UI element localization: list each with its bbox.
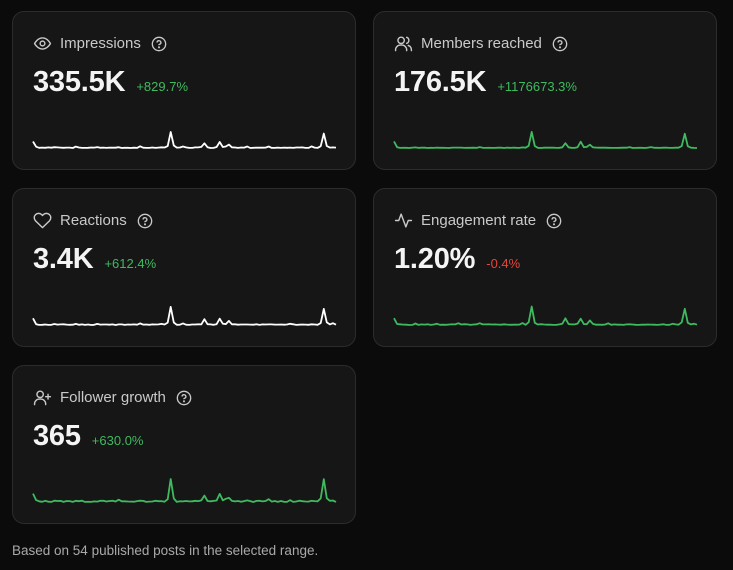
card-title: Reactions bbox=[60, 212, 127, 229]
help-circle-icon[interactable] bbox=[176, 390, 192, 406]
help-circle-icon[interactable] bbox=[151, 36, 167, 52]
card-header: Members reached bbox=[394, 34, 568, 53]
metric-delta: +1176673.3% bbox=[497, 79, 577, 94]
sparkline-follower-growth bbox=[32, 478, 337, 503]
value-row: 176.5K +1176673.3% bbox=[394, 66, 577, 99]
metric-delta: +630.0% bbox=[91, 433, 144, 448]
card-title: Engagement rate bbox=[421, 212, 537, 229]
footer-note: Based on 54 published posts in the selec… bbox=[12, 543, 319, 558]
sparkline-engagement-rate bbox=[393, 305, 698, 326]
heart-icon bbox=[33, 212, 52, 229]
metric-value: 176.5K bbox=[394, 66, 487, 98]
metric-delta: +829.7% bbox=[136, 79, 189, 94]
card-title: Follower growth bbox=[60, 389, 166, 406]
card-title: Impressions bbox=[60, 35, 141, 52]
metric-delta: +612.4% bbox=[104, 256, 157, 271]
card-header: Impressions bbox=[33, 34, 167, 53]
help-circle-icon[interactable] bbox=[137, 213, 153, 229]
value-row: 335.5K +829.7% bbox=[33, 66, 188, 99]
metric-delta: -0.4% bbox=[486, 256, 521, 271]
metric-value: 3.4K bbox=[33, 243, 94, 275]
user-plus-icon bbox=[33, 390, 52, 406]
value-row: 1.20% -0.4% bbox=[394, 243, 520, 276]
card-title: Members reached bbox=[421, 35, 542, 52]
value-row: 3.4K +612.4% bbox=[33, 243, 156, 276]
sparkline-members-reached bbox=[393, 131, 698, 149]
metric-card-engagement-rate: Engagement rate 1.20% -0.4% bbox=[373, 188, 717, 347]
sparkline-reactions bbox=[32, 306, 337, 326]
help-circle-icon[interactable] bbox=[546, 213, 562, 229]
metric-value: 335.5K bbox=[33, 66, 126, 98]
metric-card-impressions: Impressions 335.5K +829.7% bbox=[12, 11, 356, 170]
card-header: Engagement rate bbox=[394, 211, 562, 230]
metric-value: 1.20% bbox=[394, 243, 476, 275]
activity-icon bbox=[394, 213, 413, 228]
card-header: Follower growth bbox=[33, 388, 192, 407]
users-icon bbox=[394, 36, 413, 52]
eye-icon bbox=[33, 37, 52, 50]
card-header: Reactions bbox=[33, 211, 153, 230]
metric-card-follower-growth: Follower growth 365 +630.0% bbox=[12, 365, 356, 524]
value-row: 365 +630.0% bbox=[33, 420, 143, 453]
sparkline-impressions bbox=[32, 131, 337, 149]
help-circle-icon[interactable] bbox=[552, 36, 568, 52]
metric-card-reactions: Reactions 3.4K +612.4% bbox=[12, 188, 356, 347]
metric-card-members-reached: Members reached 176.5K +1176673.3% bbox=[373, 11, 717, 170]
metric-value: 365 bbox=[33, 420, 81, 452]
